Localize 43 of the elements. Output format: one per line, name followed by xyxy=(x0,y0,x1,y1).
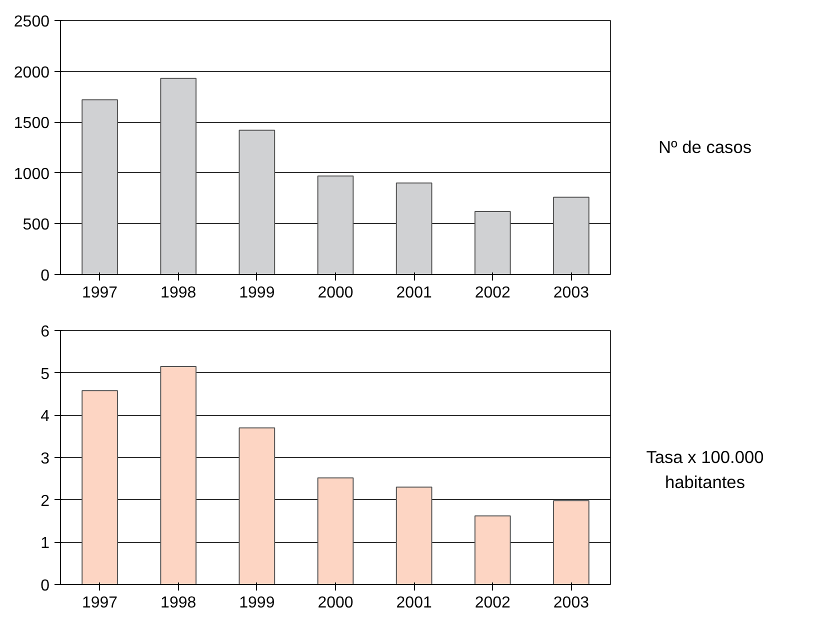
x-tick-label: 1997 xyxy=(82,284,118,302)
text: Nº de casos xyxy=(657,136,752,159)
y-tick-label: 6 xyxy=(40,324,50,340)
x-tick-label: 2003 xyxy=(553,284,590,302)
bar xyxy=(317,175,354,274)
x-tick-label: 2000 xyxy=(318,284,354,302)
x-tick-label: 1998 xyxy=(160,284,196,302)
y-tick-label: 1500 xyxy=(14,115,50,132)
y-tick-label: 3 xyxy=(40,450,50,468)
bar xyxy=(238,427,276,584)
x-tick-label: 2001 xyxy=(396,284,432,302)
y-tick-label: 1 xyxy=(40,535,50,552)
bar xyxy=(238,130,276,274)
y-tick-label: 4 xyxy=(40,408,50,426)
y-tick-label: 2500 xyxy=(14,14,50,30)
y-tick-label: 0 xyxy=(40,578,50,594)
x-tick-label: 2002 xyxy=(474,594,511,612)
y-tick-label: 0 xyxy=(40,268,50,284)
bar xyxy=(160,78,197,274)
bar xyxy=(553,196,590,274)
bar xyxy=(160,366,197,584)
y-tick-label: 1000 xyxy=(14,166,50,183)
y-tick-label: 2 xyxy=(40,492,50,510)
y-tick-label: 5 xyxy=(40,366,50,383)
x-tick-label: 2001 xyxy=(396,594,432,612)
bar xyxy=(474,515,511,584)
x-tick-label: 2003 xyxy=(553,594,590,612)
bar xyxy=(396,182,432,274)
x-tick-label: 1997 xyxy=(82,594,118,612)
x-tick-label: 2002 xyxy=(474,284,511,302)
bar xyxy=(82,390,118,584)
x-tick-label: 1999 xyxy=(239,284,275,302)
bar xyxy=(82,99,118,274)
x-tick-label: 1998 xyxy=(160,594,196,612)
y-tick-label: 500 xyxy=(22,216,50,234)
y-tick-label: 2000 xyxy=(14,64,50,82)
x-tick-label: 2000 xyxy=(318,594,354,612)
bar xyxy=(553,500,590,584)
bar xyxy=(317,477,354,584)
bar xyxy=(396,486,432,584)
text: Tasa x 100.000 habitantes xyxy=(645,446,765,494)
x-tick-label: 1999 xyxy=(239,594,275,612)
bar xyxy=(474,211,511,274)
